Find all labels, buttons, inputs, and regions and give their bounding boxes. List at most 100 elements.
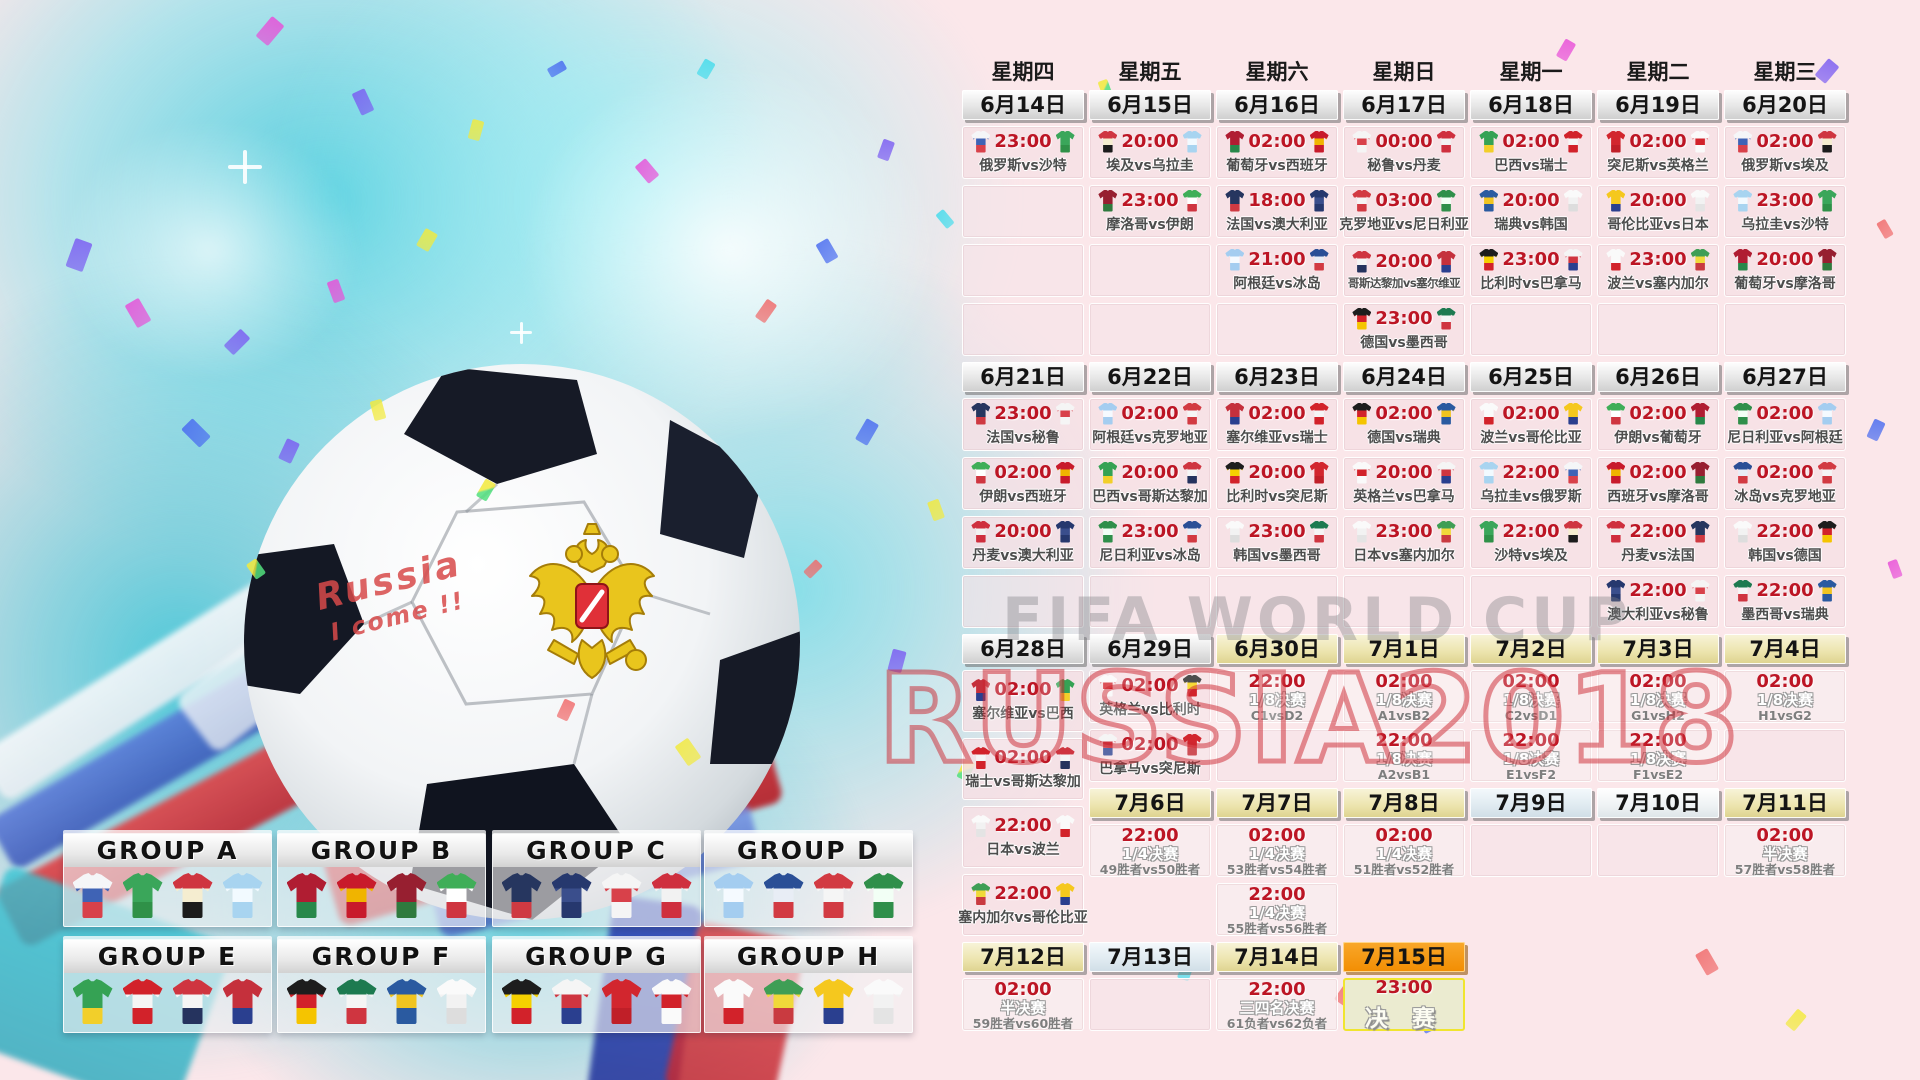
empty-cell (1470, 303, 1592, 356)
empty-cell (962, 185, 1084, 238)
match-cell: 02:00 塞尔维亚vs瑞士 (1216, 398, 1338, 451)
jersey-icon (1352, 131, 1371, 153)
jersey-icon (1437, 308, 1456, 330)
jersey-icon (1818, 131, 1837, 153)
match-time: 23:00 (994, 130, 1052, 152)
jersey-icon (1564, 403, 1583, 425)
empty-cell (1216, 303, 1338, 356)
jersey-icon (1098, 462, 1117, 484)
jersey-icon (1606, 249, 1625, 271)
confetti-piece (65, 237, 93, 273)
group-title: GROUP G (493, 940, 700, 973)
match-teams: 塞尔维亚vs巴西 (972, 706, 1074, 722)
empty-cell (1470, 575, 1592, 628)
group-title: GROUP F (278, 940, 485, 973)
match-time: 02:00 (1375, 402, 1433, 424)
date-header: 7月4日 (1724, 634, 1846, 664)
jersey-icon (1437, 403, 1456, 425)
confetti-piece (255, 15, 285, 47)
knockout-pair: E1vsF2 (1505, 766, 1557, 782)
match-teams: 克罗地亚vs尼日利亚 (1339, 216, 1469, 233)
jersey-icon (1733, 580, 1752, 602)
jersey-icon (1606, 403, 1625, 425)
group-box: GROUP A (63, 833, 272, 927)
knockout-pair: A2vsB1 (1377, 766, 1431, 782)
calendar-column: 星期一 6月18日 02:00 巴西vs瑞士 20:00 瑞典vs韩国 23:00 比利时vs… (1470, 56, 1592, 1037)
match-row: 02:00 (1098, 675, 1201, 697)
jersey-icon (1564, 462, 1583, 484)
jersey-icon (1691, 249, 1710, 271)
match-teams: 巴拿马vs突尼斯 (1099, 760, 1201, 777)
match-teams: 英格兰vs巴拿马 (1353, 488, 1455, 505)
match-row: 23:00 (1352, 308, 1455, 330)
match-cell: 20:00 比利时vs突尼斯 (1216, 457, 1338, 510)
confetti-piece (415, 227, 439, 253)
match-teams: 德国vs瑞典 (1367, 429, 1441, 446)
jersey-icon (1098, 521, 1117, 543)
jersey-icon (1225, 521, 1244, 543)
match-cell: 23:00 波兰vs塞内加尔 (1597, 244, 1719, 297)
knockout-pair: 57胜者vs58胜者 (1734, 861, 1836, 877)
match-teams: 哥斯达黎加vs塞尔维亚 (1347, 275, 1461, 290)
match-cell: 23:00 韩国vs墨西哥 (1216, 516, 1338, 569)
jersey-icon (1479, 521, 1498, 543)
match-row: 23:00 (1352, 521, 1455, 543)
jersey-icon (1225, 131, 1244, 153)
empty-cell (962, 244, 1084, 297)
match-time: 02:00 (1248, 130, 1306, 152)
jersey-icon (1606, 131, 1625, 153)
date-header: 6月29日 (1089, 634, 1211, 664)
jersey-icon (971, 747, 990, 769)
jersey-icon (814, 979, 854, 1024)
match-teams: 韩国vs墨西哥 (1233, 547, 1321, 564)
confetti-piece (876, 138, 896, 162)
jersey-icon (1352, 521, 1371, 543)
match-cell: 23:00 俄罗斯vs沙特 (962, 126, 1084, 179)
match-teams: 比利时vs突尼斯 (1226, 488, 1328, 505)
match-cell: 20:00 瑞典vs韩国 (1470, 185, 1592, 238)
calendar-column: 星期六 6月16日 02:00 葡萄牙vs西班牙 18:00 法国vs澳大利亚 21:00 阿… (1216, 56, 1338, 1037)
date-header: 7月13日 (1089, 942, 1211, 972)
knockout-cell: 22:00 三四名决赛 61负者vs62负者 (1216, 978, 1338, 1031)
date-header: 7月12日 (962, 942, 1084, 972)
match-row: 21:00 (1225, 249, 1328, 271)
date-header: 7月15日 (1343, 942, 1465, 972)
match-teams: 伊朗vs西班牙 (979, 488, 1067, 505)
match-time: 02:00 (1756, 824, 1814, 846)
date-header: 6月19日 (1597, 90, 1719, 120)
match-cell: 02:00 伊朗vs葡萄牙 (1597, 398, 1719, 451)
match-cell: 02:00 冰岛vs克罗地亚 (1724, 457, 1846, 510)
match-teams: 乌拉圭vs沙特 (1741, 216, 1829, 233)
jersey-icon (1564, 521, 1583, 543)
knockout-round: 半决赛 (1762, 844, 1808, 863)
calendar-column: 星期日 6月17日 00:00 秘鲁vs丹麦 03:00 克罗地亚vs尼日利亚 20:00 哥… (1339, 56, 1468, 1037)
group-jersey-row (705, 973, 912, 1024)
date-header: 7月2日 (1470, 634, 1592, 664)
match-time: 22:00 (1756, 579, 1814, 601)
match-time: 02:00 (1248, 402, 1306, 424)
match-row: 23:00 (971, 131, 1074, 153)
match-teams: 波兰vs塞内加尔 (1607, 275, 1709, 292)
match-cell: 23:00 乌拉圭vs沙特 (1724, 185, 1846, 238)
match-time: 23:00 (1121, 189, 1179, 211)
jersey-icon (864, 979, 904, 1024)
group-jersey-row (64, 867, 271, 918)
knockout-pair: C1vsD2 (1250, 707, 1304, 723)
match-row: 22:00 (971, 815, 1074, 837)
jersey-icon (1056, 679, 1075, 701)
jersey-icon (1225, 190, 1244, 212)
weekday-label: 星期五 (1118, 60, 1182, 84)
knockout-pair: 51胜者vs52胜者 (1353, 861, 1455, 877)
match-row: 23:00 (1606, 249, 1709, 271)
match-time: 02:00 (1756, 670, 1814, 692)
jersey-icon (552, 979, 592, 1024)
match-time: 23:00 (1502, 248, 1560, 270)
blank-spacer (1343, 883, 1465, 936)
date-header: 6月14日 (962, 90, 1084, 120)
date-header: 6月22日 (1089, 362, 1211, 392)
match-row: 02:00 (1606, 131, 1709, 153)
match-time: 03:00 (1375, 189, 1433, 211)
jersey-icon (1733, 403, 1752, 425)
empty-cell (1089, 244, 1211, 297)
match-cell: 02:00 巴西vs瑞士 (1470, 126, 1592, 179)
